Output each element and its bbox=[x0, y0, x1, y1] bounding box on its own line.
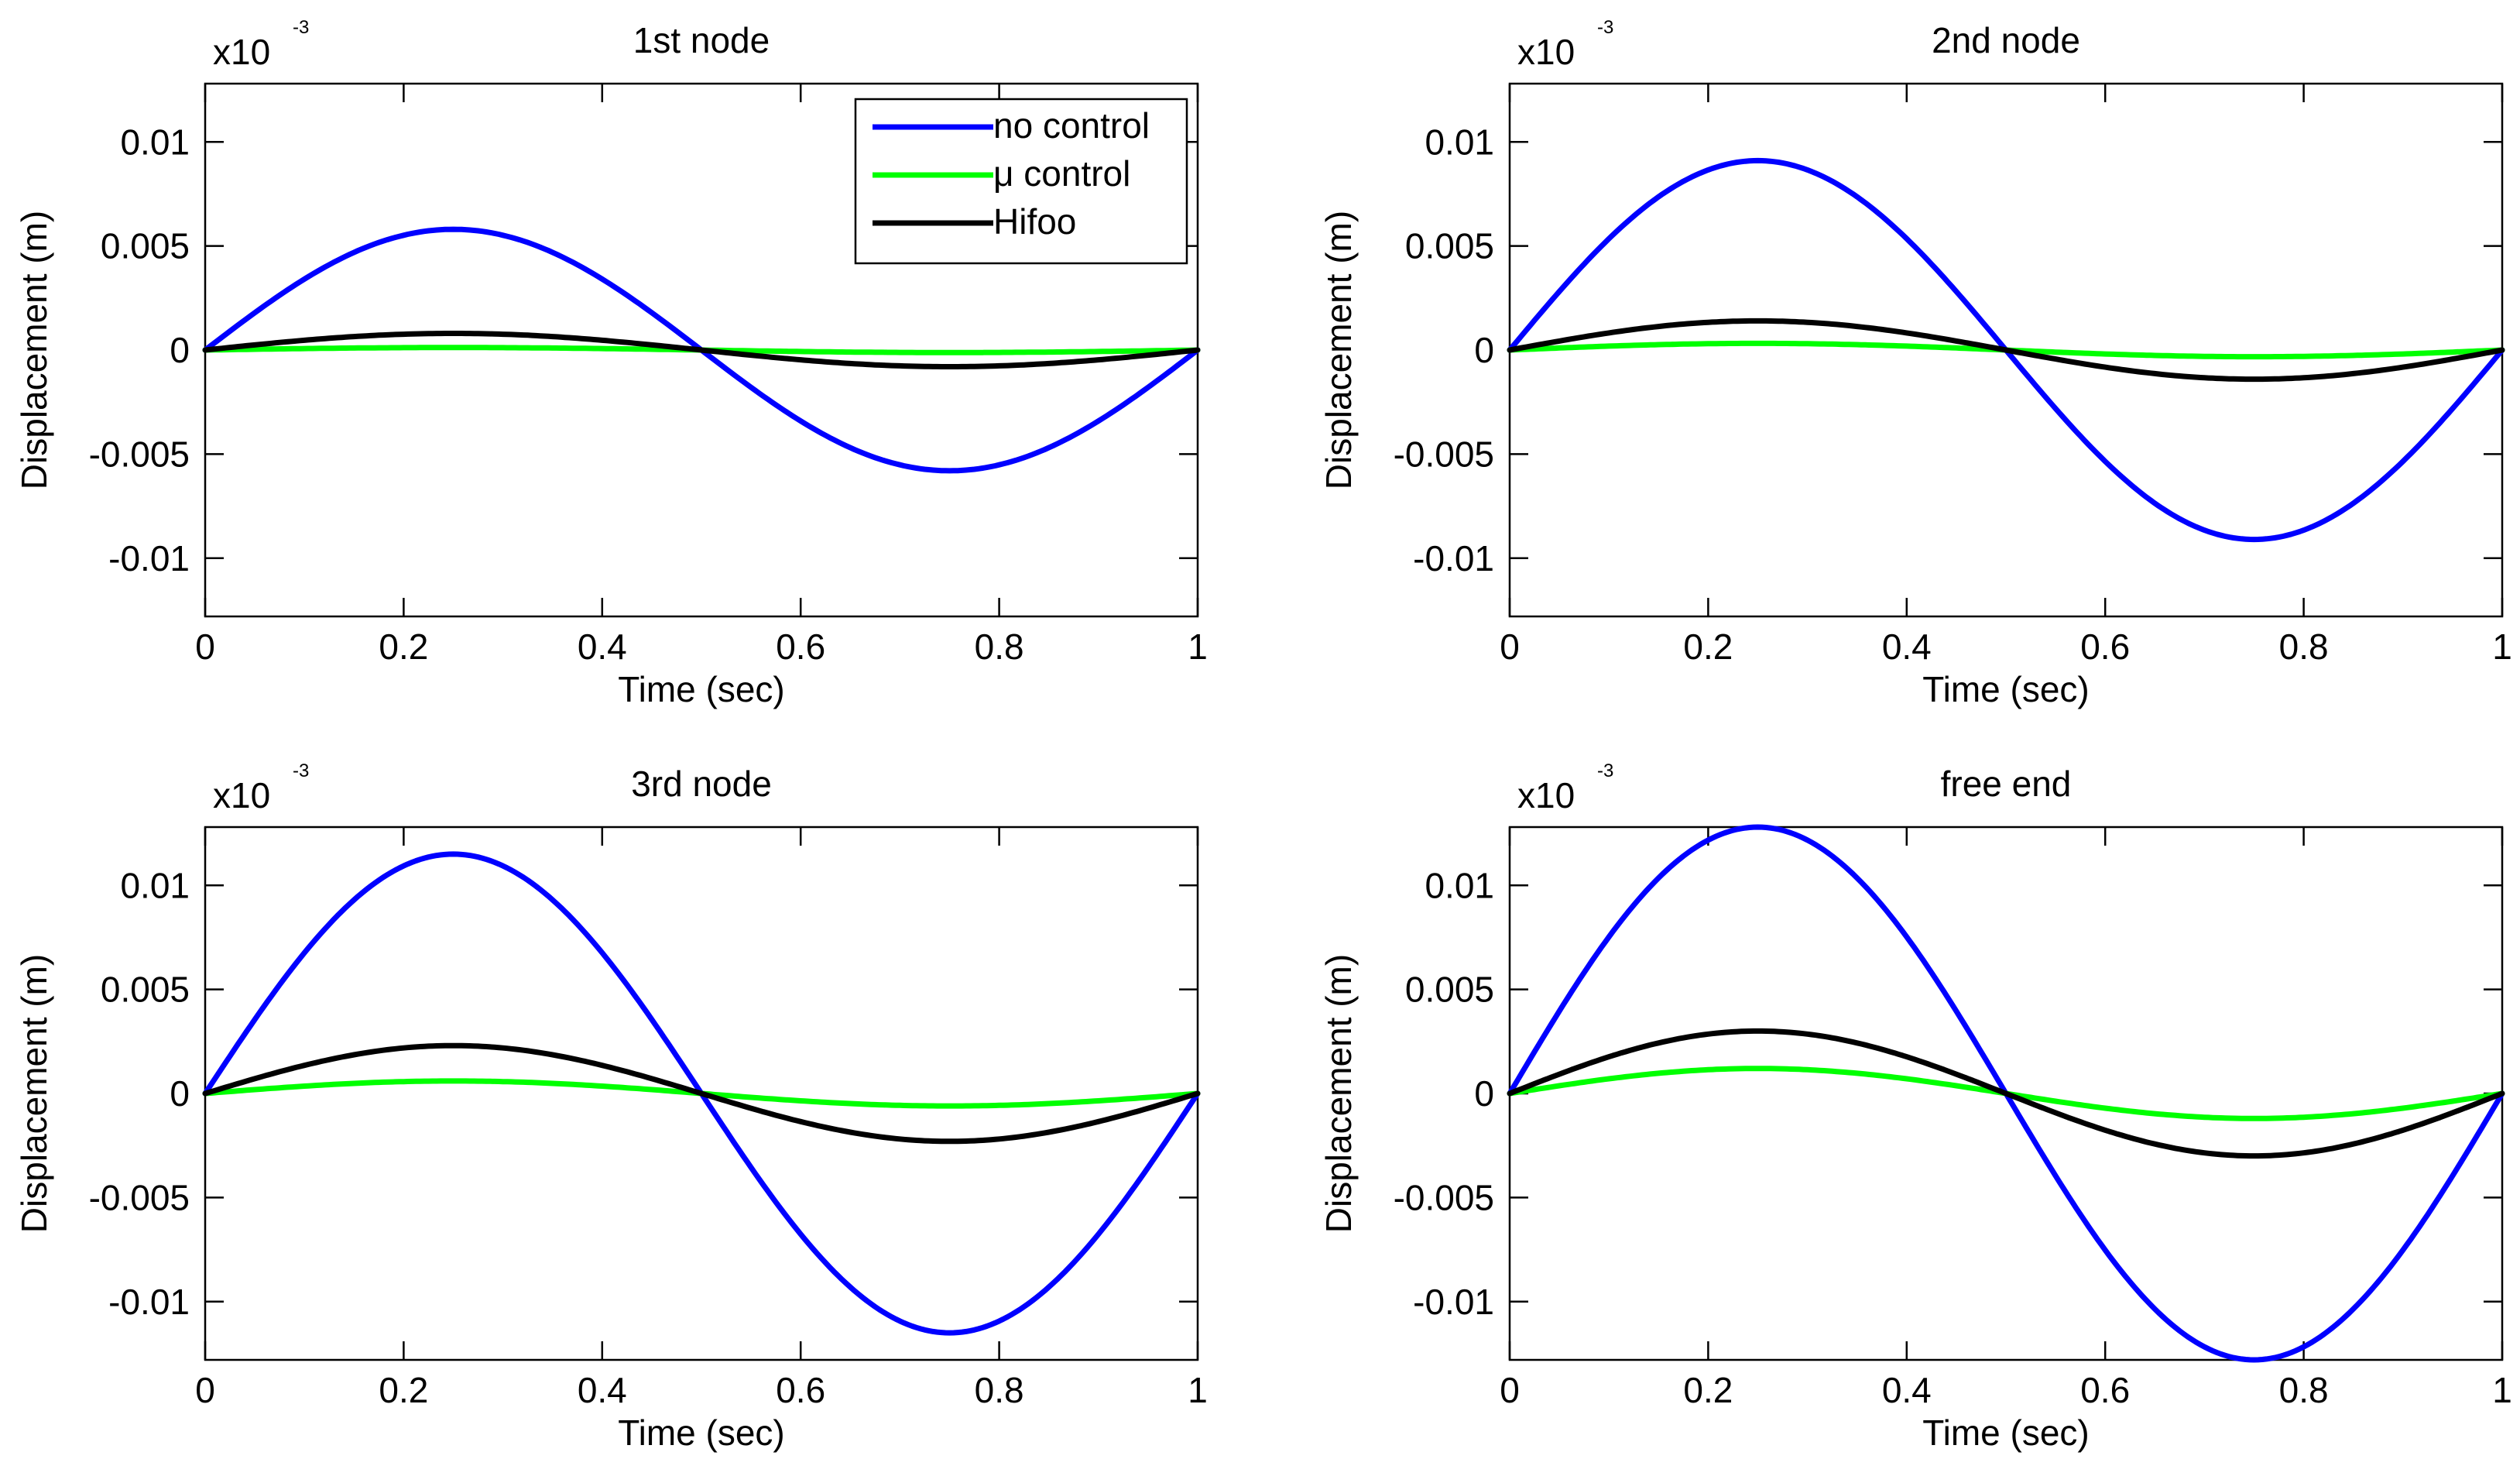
x-tick-label: 0.6 bbox=[776, 1370, 825, 1410]
y-tick-label: -0.01 bbox=[1413, 1282, 1494, 1322]
y-tick-label: 0 bbox=[170, 330, 190, 370]
series-line-hifoo bbox=[1507, 318, 2505, 383]
exponent-base-label: x10 bbox=[213, 775, 270, 815]
exponent-base-label: x10 bbox=[1517, 775, 1575, 815]
exponent-power-label: -3 bbox=[293, 760, 309, 781]
y-tick-label: -0.005 bbox=[89, 434, 190, 474]
x-tick-label: 0.6 bbox=[2080, 627, 2130, 667]
x-axis-label: Time (sec) bbox=[618, 669, 785, 709]
x-tick-label: 0.8 bbox=[2279, 627, 2329, 667]
y-axis-label: Displacement (m) bbox=[1318, 211, 1359, 489]
x-tick-label: 0.8 bbox=[975, 627, 1024, 667]
x-tick-label: 0 bbox=[1500, 1370, 1520, 1410]
chart-panel-3: 0 0.2 0.4 0.6 0.8 1 0.01 0.005 0 -0.005 -0.01 3rd n… bbox=[14, 760, 1208, 1453]
x-tick-label: 0.2 bbox=[379, 627, 428, 667]
x-tick-label: 1 bbox=[2492, 1370, 2512, 1410]
series-line-hifoo bbox=[1507, 1028, 2505, 1159]
x-tick-label: 0.2 bbox=[1683, 1370, 1733, 1410]
y-tick-label: -0.005 bbox=[1394, 1177, 1494, 1217]
series-line-hifoo bbox=[202, 331, 1201, 369]
exponent-power-label: -3 bbox=[1597, 760, 1613, 781]
legend-label: no control bbox=[993, 105, 1150, 146]
x-tick-label: 0.4 bbox=[578, 627, 627, 667]
y-tick-label: -0.01 bbox=[1413, 538, 1494, 578]
legend: no control μ control Hifoo bbox=[854, 98, 1188, 265]
exponent-power-label: -3 bbox=[1597, 17, 1613, 38]
y-tick-label: 0 bbox=[170, 1073, 190, 1114]
y-tick-label: 0.01 bbox=[1425, 122, 1494, 162]
exponent-power-label: -3 bbox=[293, 17, 309, 38]
y-tick-label: 0 bbox=[1474, 330, 1494, 370]
y-tick-label: 0.01 bbox=[120, 865, 190, 905]
legend-label: Hifoo bbox=[993, 201, 1076, 242]
x-axis-label: Time (sec) bbox=[618, 1413, 785, 1453]
x-tick-label: 0.6 bbox=[776, 627, 825, 667]
x-tick-label: 0 bbox=[1500, 627, 1520, 667]
y-tick-label: -0.01 bbox=[108, 1282, 190, 1322]
y-tick-label: 0.005 bbox=[1405, 970, 1494, 1010]
exponent-base-label: x10 bbox=[213, 32, 270, 72]
chart-panel-2: 0 0.2 0.4 0.6 0.8 1 0.01 0.005 0 -0.005 -0.01 2nd n… bbox=[1318, 17, 2512, 709]
x-tick-label: 0.4 bbox=[1882, 1370, 1932, 1410]
y-axis-label: Displacement (m) bbox=[14, 954, 54, 1233]
y-tick-label: -0.005 bbox=[89, 1177, 190, 1217]
series-line-hifoo bbox=[202, 1042, 1201, 1145]
y-tick-label: 0.01 bbox=[120, 122, 190, 162]
y-axis-label: Displacement (m) bbox=[1318, 954, 1359, 1233]
x-tick-label: 0.6 bbox=[2080, 1370, 2130, 1410]
chart-panel-4: 0 0.2 0.4 0.6 0.8 1 0.01 0.005 0 -0.005 -0.01 free … bbox=[1318, 760, 2512, 1453]
x-tick-label: 0.4 bbox=[1882, 627, 1932, 667]
x-tick-label: 1 bbox=[1188, 627, 1208, 667]
y-tick-label: 0 bbox=[1474, 1073, 1494, 1114]
chart-title: 1st node bbox=[633, 20, 770, 60]
legend-label: μ control bbox=[993, 153, 1130, 194]
x-axis-label: Time (sec) bbox=[1922, 669, 2090, 709]
chart-title: free end bbox=[1941, 764, 2072, 804]
chart-panel-1: 0 0.2 0.4 0.6 0.8 1 0.01 0.005 0 -0.005 -0.01 1st n… bbox=[14, 17, 1208, 709]
x-tick-label: 1 bbox=[1188, 1370, 1208, 1410]
y-tick-label: 0.005 bbox=[101, 970, 190, 1010]
y-tick-label: 0.01 bbox=[1425, 865, 1494, 905]
y-tick-label: -0.01 bbox=[108, 538, 190, 578]
y-tick-label: 0.005 bbox=[101, 226, 190, 266]
y-axis-label: Displacement (m) bbox=[14, 211, 54, 489]
y-tick-label: 0.005 bbox=[1405, 226, 1494, 266]
x-tick-label: 0.8 bbox=[975, 1370, 1024, 1410]
exponent-base-label: x10 bbox=[1517, 32, 1575, 72]
x-tick-label: 0.8 bbox=[2279, 1370, 2329, 1410]
x-tick-label: 0.4 bbox=[578, 1370, 627, 1410]
y-tick-label: -0.005 bbox=[1394, 434, 1494, 474]
chart-title: 3rd node bbox=[631, 764, 772, 804]
x-tick-label: 0 bbox=[195, 1370, 215, 1410]
chart-title: 2nd node bbox=[1932, 20, 2080, 60]
x-axis-label: Time (sec) bbox=[1922, 1413, 2090, 1453]
x-tick-label: 0.2 bbox=[379, 1370, 428, 1410]
x-tick-label: 0 bbox=[195, 627, 215, 667]
x-tick-label: 1 bbox=[2492, 627, 2512, 667]
x-tick-label: 0.2 bbox=[1683, 627, 1733, 667]
